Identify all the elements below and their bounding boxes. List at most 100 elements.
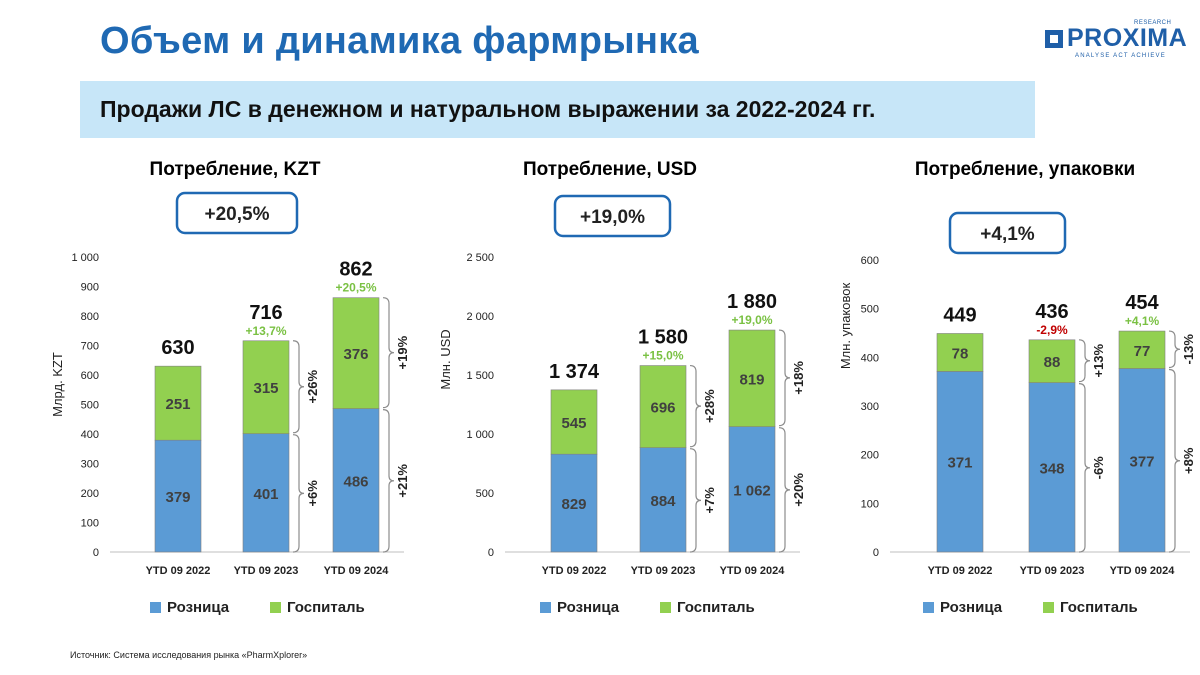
x-tick-label: YTD 09 2023: [234, 565, 299, 577]
segment-growth-label: +20%: [791, 473, 806, 507]
y-tick-label: 300: [81, 459, 99, 471]
segment-growth-label: -6%: [1091, 456, 1106, 480]
y-tick-label: 500: [476, 488, 494, 500]
bar-retail: [936, 371, 984, 553]
bar-retail-label: 1 062: [733, 482, 771, 499]
page-subtitle: Продажи ЛС в денежном и натуральном выра…: [100, 96, 876, 122]
y-tick-label: 500: [81, 400, 99, 412]
y-tick-label: 0: [873, 547, 879, 559]
bar-total-label: 1 374: [549, 361, 600, 383]
bar-hospital-label: 77: [1134, 343, 1151, 360]
segment-brace: [382, 297, 395, 409]
legend-label-hospital: Госпиталь: [1060, 599, 1138, 616]
segment-brace: [292, 340, 305, 434]
segment-brace: [778, 329, 791, 427]
bar-hospital-label: 819: [739, 371, 764, 388]
bar-total-label: 862: [339, 259, 372, 281]
bar-growth-label: -2,9%: [1036, 323, 1068, 337]
bar-retail-label: 379: [165, 489, 190, 506]
bar-retail: [639, 447, 687, 553]
y-tick-label: 900: [81, 282, 99, 294]
y-axis-label: Млрд. KZT: [50, 352, 65, 417]
segment-brace: [1168, 330, 1181, 369]
proxima-logo: PROXIMA RESEARCH ANALYSE ACT ACHIEVE: [1045, 20, 1187, 66]
y-tick-label: 200: [861, 450, 879, 462]
bar-hospital: [332, 297, 380, 409]
legend-swatch-retail: [540, 602, 551, 613]
segment-brace: [1168, 368, 1181, 553]
bar-retail: [1118, 368, 1166, 553]
y-tick-label: 100: [861, 498, 879, 510]
segment-brace: [1078, 339, 1091, 383]
bar-hospital: [639, 365, 687, 448]
y-tick-label: 600: [861, 255, 879, 267]
bar-hospital: [728, 329, 776, 427]
bar-retail: [154, 439, 202, 553]
legend-label-retail: Розница: [940, 599, 1003, 616]
y-tick-label: 0: [93, 547, 99, 559]
bar-growth-label: +13,7%: [245, 324, 286, 338]
segment-brace: [1078, 383, 1091, 553]
y-tick-label: 1 000: [466, 429, 494, 441]
bar-retail-label: 377: [1129, 453, 1154, 470]
segment-brace: [292, 434, 305, 553]
legend-label-retail: Розница: [557, 599, 620, 616]
segment-growth-label: +6%: [305, 480, 320, 507]
x-tick-label: YTD 09 2022: [146, 565, 211, 577]
page-title: Объем и динамика фармрынка: [100, 20, 699, 62]
bar-hospital-label: 251: [165, 396, 190, 413]
bar-hospital: [550, 389, 598, 455]
growth-badge: [553, 194, 672, 238]
segment-brace: [689, 448, 702, 553]
segment-growth-label: -13%: [1181, 334, 1196, 365]
y-tick-label: 500: [861, 304, 879, 316]
bar-hospital-label: 88: [1044, 354, 1061, 371]
segment-growth-label: +19%: [395, 335, 410, 369]
bar-growth-label: +20,5%: [335, 281, 376, 295]
legend-label-hospital: Госпиталь: [677, 599, 755, 616]
y-tick-label: 800: [81, 311, 99, 323]
x-tick-label: YTD 09 2022: [928, 565, 993, 577]
bar-retail: [550, 453, 598, 553]
bar-retail: [1028, 382, 1076, 553]
segment-brace: [778, 427, 791, 553]
bar-retail-label: 884: [650, 493, 676, 510]
bar-growth-label: +19,0%: [731, 313, 772, 327]
segment-growth-label: +8%: [1181, 447, 1196, 474]
bar-total-label: 630: [161, 337, 194, 359]
legend-label-hospital: Госпиталь: [287, 599, 365, 616]
bar-growth-label: +4,1%: [1125, 314, 1160, 328]
bar-retail: [242, 433, 290, 553]
y-tick-label: 300: [861, 401, 879, 413]
legend-swatch-retail: [150, 602, 161, 613]
growth-badge-label: +19,0%: [580, 207, 645, 228]
x-tick-label: YTD 09 2024: [720, 565, 786, 577]
growth-badge-label: +20,5%: [205, 204, 270, 225]
legend-swatch-hospital: [660, 602, 671, 613]
bar-hospital-label: 696: [650, 400, 675, 417]
chart-title: Потребление, KZT: [150, 159, 321, 180]
segment-growth-label: +21%: [395, 464, 410, 498]
bar-retail-label: 371: [947, 455, 972, 472]
y-axis-label: Млн. USD: [438, 329, 453, 389]
segment-growth-label: +28%: [702, 389, 717, 423]
y-tick-label: 100: [81, 518, 99, 530]
x-tick-label: YTD 09 2024: [1110, 565, 1176, 577]
bar-total-label: 716: [249, 302, 282, 324]
bar-total-label: 436: [1035, 301, 1068, 323]
bar-retail-label: 486: [343, 473, 368, 490]
segment-growth-label: +13%: [1091, 343, 1106, 377]
chart-title: Потребление, упаковки: [915, 159, 1135, 180]
bar-hospital-label: 545: [561, 415, 586, 432]
bar-hospital: [1028, 339, 1076, 383]
bar-retail-label: 348: [1039, 460, 1064, 477]
growth-badge-label: +4,1%: [980, 224, 1035, 245]
logo-research: RESEARCH: [1134, 20, 1172, 26]
segment-growth-label: +18%: [791, 361, 806, 395]
logo-name: PROXIMA: [1067, 24, 1188, 52]
bar-total-label: 454: [1125, 292, 1159, 314]
y-tick-label: 2 500: [466, 252, 494, 264]
bar-total-label: 1 580: [638, 327, 688, 349]
x-tick-label: YTD 09 2023: [1020, 565, 1085, 577]
